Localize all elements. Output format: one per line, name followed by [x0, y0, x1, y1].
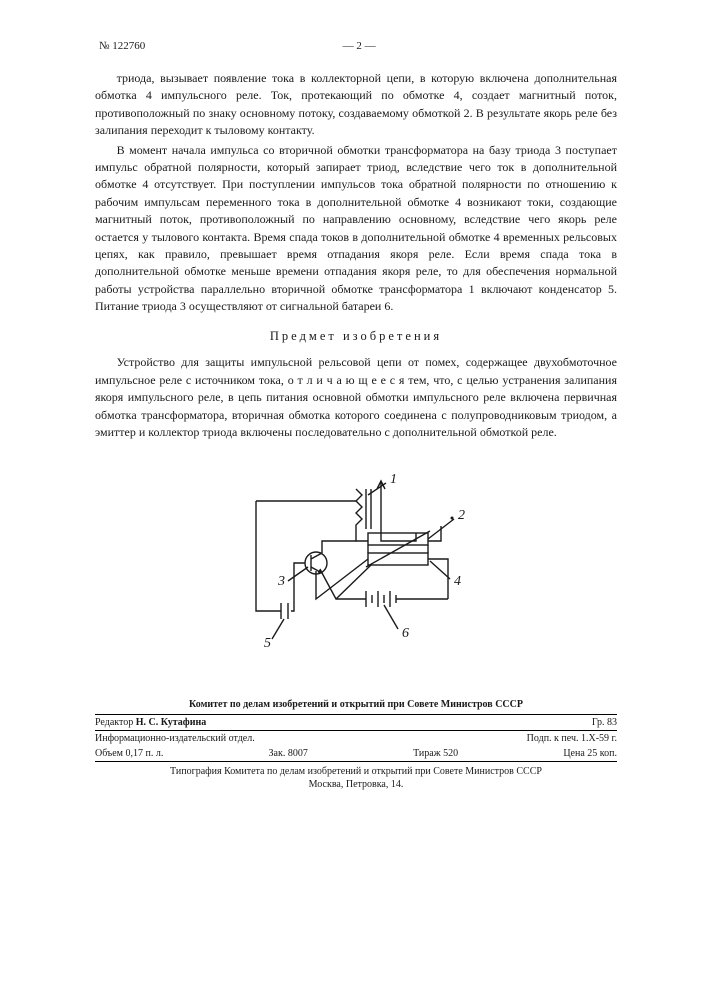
- dept: Информационно-издательский отдел.: [95, 733, 255, 744]
- page-number: — 2 —: [343, 40, 376, 52]
- volume: Объем 0,17 п. л.: [95, 748, 163, 759]
- fig-label-2: 2: [458, 508, 465, 523]
- fig-label-5: 5: [264, 636, 271, 651]
- order: Зак. 8007: [269, 748, 308, 759]
- paragraph-1: триода, вызывает появление тока в коллек…: [95, 70, 617, 140]
- fig-label-4: 4: [454, 574, 461, 589]
- fig-label-6: 6: [402, 626, 409, 641]
- page-header: № 122760 — 2 —: [95, 40, 617, 52]
- paragraph-2: В момент начала импульса со вторичной об…: [95, 142, 617, 316]
- tirage: Тираж 520: [413, 748, 458, 759]
- paragraph-3: Устройство для защиты импульсной рельсов…: [95, 354, 617, 441]
- signed: Подп. к печ. 1.X-59 г.: [527, 733, 617, 744]
- fig-label-1: 1: [390, 472, 397, 487]
- circuit-figure: 1 2 3 4 5 6: [216, 471, 496, 671]
- fig-label-3: 3: [277, 574, 285, 589]
- section-heading: Предмет изобретения: [95, 329, 617, 344]
- doc-number: № 122760: [99, 40, 145, 52]
- editor-name: Н. С. Кутафина: [136, 717, 206, 728]
- address: Москва, Петровка, 14.: [95, 777, 617, 790]
- editor-label: Редактор: [95, 717, 133, 728]
- committee-line: Комитет по делам изобретений и открытий …: [95, 699, 617, 710]
- price: Цена 25 коп.: [563, 748, 617, 759]
- typography: Типография Комитета по делам изобретений…: [95, 764, 617, 777]
- group: Гр. 83: [592, 717, 617, 728]
- meta-block: Редактор Н. С. Кутафина Гр. 83 Информаци…: [95, 714, 617, 792]
